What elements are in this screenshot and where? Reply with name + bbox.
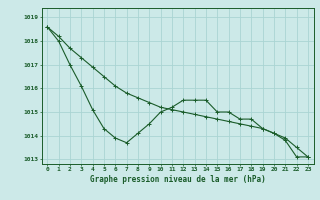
X-axis label: Graphe pression niveau de la mer (hPa): Graphe pression niveau de la mer (hPa)	[90, 175, 266, 184]
